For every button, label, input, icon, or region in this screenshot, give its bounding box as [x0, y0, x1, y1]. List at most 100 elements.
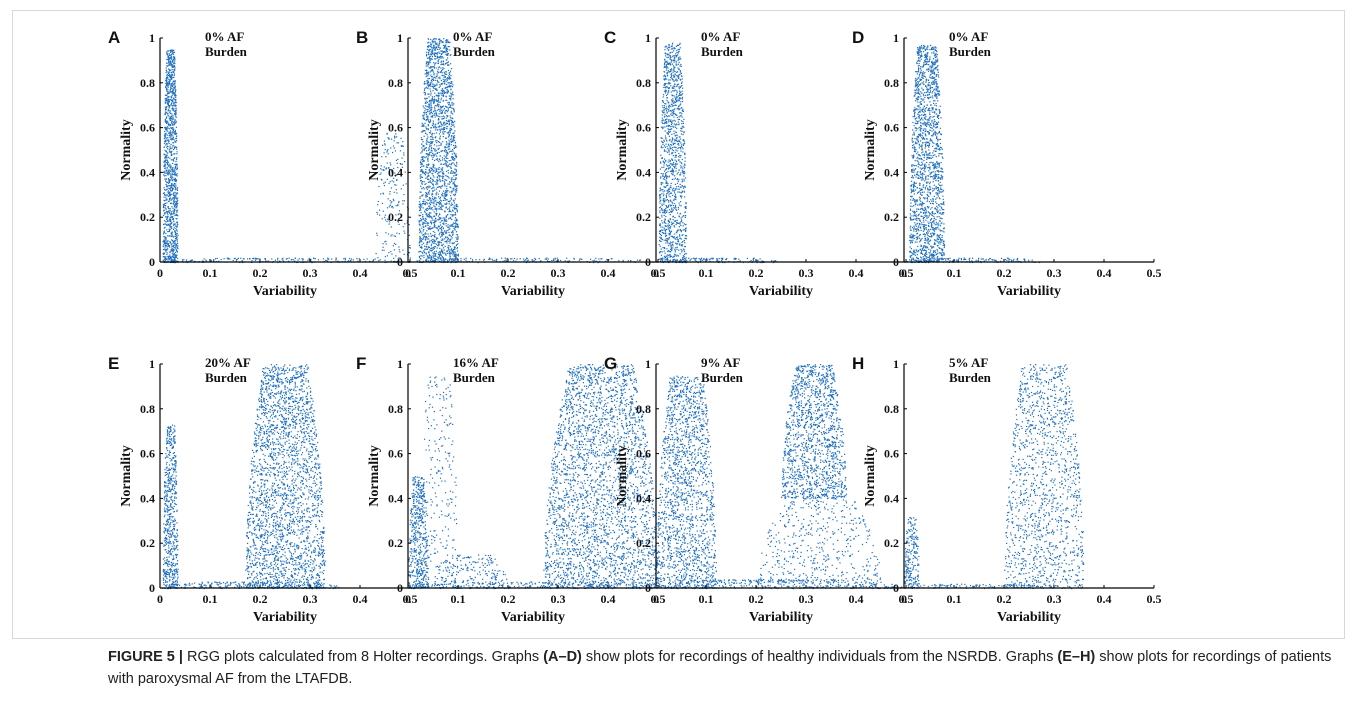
data-point [448, 98, 451, 100]
data-point [390, 202, 392, 204]
data-point [443, 196, 445, 198]
data-point [422, 171, 424, 173]
data-point [455, 153, 457, 155]
data-point [383, 140, 385, 142]
data-point [433, 199, 435, 201]
data-point [451, 117, 453, 119]
data-point [433, 260, 435, 262]
data-point [426, 242, 428, 244]
data-point [172, 71, 174, 73]
data-point [540, 260, 542, 262]
data-point [664, 135, 667, 137]
data-point [438, 219, 440, 221]
data-point [679, 229, 681, 231]
data-point [451, 82, 453, 84]
data-point [453, 252, 455, 254]
data-point [427, 46, 429, 48]
data-point [434, 234, 436, 236]
data-point [678, 159, 680, 161]
data-point [169, 170, 171, 172]
data-point [425, 236, 427, 238]
data-point [673, 130, 675, 132]
data-point [441, 251, 443, 253]
data-point [419, 220, 421, 222]
data-point [671, 159, 673, 161]
data-point [173, 213, 175, 215]
data-point [190, 259, 192, 262]
data-point [171, 65, 173, 68]
data-point [430, 85, 432, 87]
data-point [454, 193, 457, 195]
data-point [435, 183, 437, 185]
data-point [433, 96, 435, 98]
data-point [166, 199, 168, 201]
data-point [453, 255, 455, 257]
data-point [393, 181, 395, 183]
data-point [172, 89, 174, 91]
data-point [442, 233, 444, 235]
data-point [666, 211, 668, 213]
data-point [166, 252, 168, 254]
data-point [444, 241, 446, 243]
data-point [445, 71, 448, 73]
data-point [170, 166, 172, 168]
data-point [176, 250, 178, 252]
data-point [434, 246, 437, 248]
data-point [677, 143, 679, 145]
data-point [384, 241, 386, 243]
data-point [427, 178, 429, 180]
data-point [483, 259, 485, 261]
data-point [171, 147, 173, 149]
data-point [171, 184, 173, 186]
data-point [173, 81, 175, 83]
data-point [168, 96, 170, 98]
data-point [166, 184, 168, 186]
data-point [440, 57, 442, 59]
data-point [406, 222, 408, 224]
data-point [421, 219, 423, 221]
data-point [665, 199, 667, 201]
data-point [166, 245, 168, 247]
data-point [422, 216, 424, 218]
data-point [434, 149, 436, 151]
data-point [175, 195, 177, 197]
data-point [453, 159, 455, 161]
data-point [442, 69, 444, 71]
data-point [446, 51, 448, 53]
data-point [438, 86, 440, 88]
data-point [672, 59, 675, 62]
data-point [658, 244, 660, 246]
data-point [173, 160, 175, 162]
data-point [165, 194, 167, 196]
data-point [446, 189, 448, 192]
data-point [438, 234, 440, 236]
data-point [683, 175, 685, 177]
data-point [683, 132, 685, 134]
data-point [175, 249, 177, 251]
data-point [671, 159, 674, 161]
data-point [403, 230, 405, 232]
data-point [421, 172, 424, 174]
data-point [435, 227, 437, 229]
data-point [681, 93, 684, 95]
data-point [680, 165, 682, 167]
data-point [171, 97, 173, 99]
data-point [176, 246, 179, 248]
data-point [173, 227, 175, 229]
data-point [164, 119, 166, 121]
data-point [434, 206, 436, 208]
data-point [173, 240, 175, 242]
data-point [167, 139, 169, 141]
data-point [171, 256, 173, 258]
data-point [440, 186, 442, 188]
data-point [172, 51, 174, 54]
data-point [681, 84, 683, 87]
data-point [661, 121, 663, 123]
data-point [172, 145, 174, 147]
data-point [165, 196, 167, 198]
data-point [167, 103, 169, 105]
data-point [431, 132, 433, 134]
data-point [174, 80, 176, 82]
data-point [439, 203, 441, 205]
data-point [671, 223, 673, 225]
